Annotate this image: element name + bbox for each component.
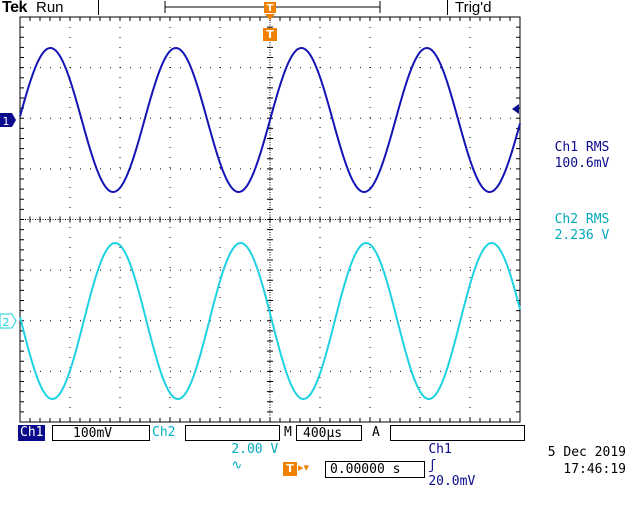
rising-edge-icon: ʃ — [428, 458, 437, 473]
trigger-mode: A — [372, 425, 380, 440]
horizontal-position-arrow-icon: ▸▾ — [298, 461, 310, 474]
timebase-value[interactable]: 400µs — [296, 425, 362, 441]
ch1-ground-marker-icon[interactable]: 1 — [0, 113, 16, 128]
svg-text:1: 1 — [3, 115, 10, 128]
trigger-state-label: Trig'd — [455, 0, 492, 16]
ch2-rms-value: 2.236 V — [554, 228, 610, 243]
svg-text:T: T — [266, 28, 274, 41]
ch2-ground-marker-icon[interactable]: 2 — [0, 313, 17, 329]
ch1-rms-label: Ch1 RMS — [554, 140, 610, 155]
header-divider — [447, 0, 448, 15]
ch1-waveform — [19, 46, 521, 194]
ch1-tag[interactable]: Ch1 — [18, 425, 46, 441]
ch1-rms-value: 100.6mV — [554, 156, 610, 171]
svg-text:2: 2 — [3, 316, 10, 329]
date-label: 5 Dec 2019 — [547, 445, 626, 460]
status-header: Tek Run Trig'd — [0, 0, 640, 17]
timebase-mode: M — [284, 425, 292, 440]
ch2-waveform — [19, 241, 521, 401]
ch2-rms-measurement: Ch2 RMS 2.236 V — [527, 212, 637, 244]
trigger-position-readout[interactable]: 0.00000 s — [325, 461, 425, 478]
ch2-scale: 2.00 V — [231, 442, 279, 457]
header-divider — [98, 0, 99, 15]
waveform-display: T T 1 2 — [0, 1, 521, 423]
bandwidth-limit-icon: ∿ — [231, 458, 243, 473]
run-state-label: Run — [36, 0, 64, 16]
ch2-scale-box[interactable]: 2.00 V ∿ — [185, 425, 280, 473]
brand-logo: Tek — [2, 0, 27, 16]
ch1-scale[interactable]: 100mV — [52, 425, 150, 441]
trigger-level-arrow-icon[interactable] — [512, 104, 519, 114]
settings-bar: Ch1 100mV Ch2 2.00 V ∿ M 400µs A Ch1 ʃ 2… — [0, 425, 640, 489]
trigger-marker-icon: T — [263, 28, 277, 41]
ch2-tag[interactable]: Ch2 — [152, 425, 176, 440]
trigger-position-icon: T — [264, 2, 276, 20]
graticule — [19, 16, 521, 423]
trigger-level: 20.0mV — [428, 474, 476, 489]
trigger-settings[interactable]: Ch1 ʃ 20.0mV — [390, 425, 525, 489]
ch2-rms-label: Ch2 RMS — [554, 212, 610, 227]
svg-text:T: T — [267, 3, 274, 14]
time-label: 17:46:19 — [563, 462, 626, 477]
trigger-position-icon: T — [283, 462, 297, 476]
trigger-source: Ch1 — [428, 442, 452, 457]
ch1-rms-measurement: Ch1 RMS 100.6mV — [527, 140, 637, 172]
